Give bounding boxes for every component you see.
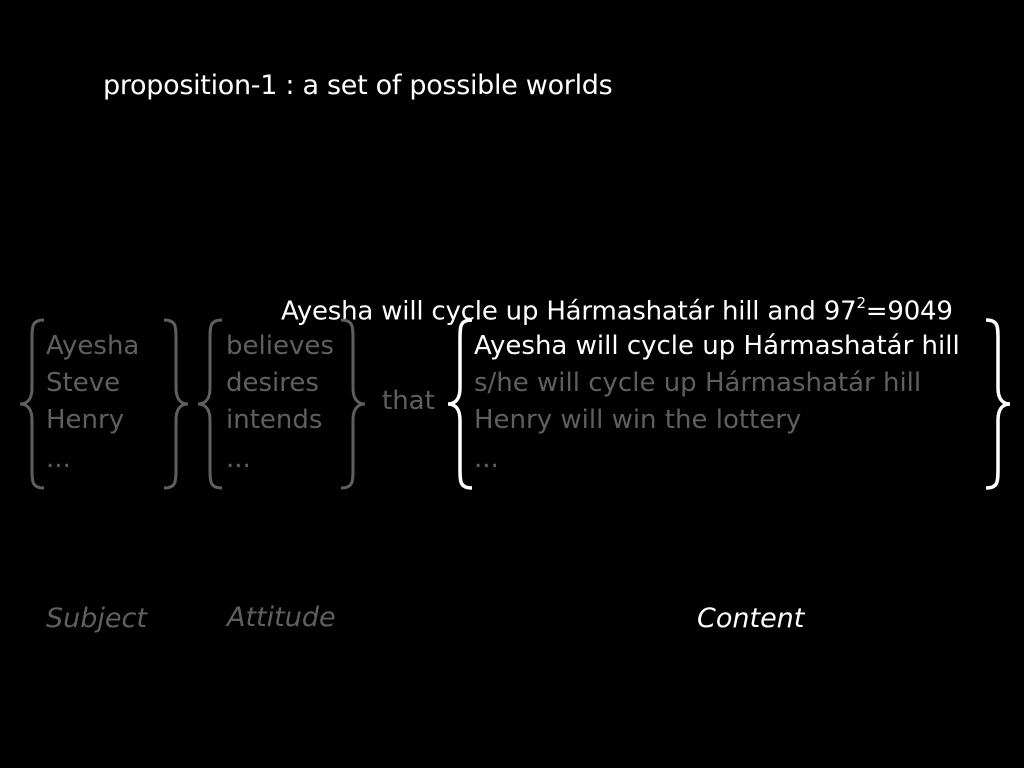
- subject-item: ...: [46, 444, 71, 474]
- attitude-item: desires: [226, 368, 319, 398]
- connector-that: that: [382, 386, 435, 416]
- content-item: Henry will win the lottery: [474, 405, 802, 435]
- label-subject: Subject: [46, 603, 147, 634]
- attitude-right-brace: [340, 318, 366, 490]
- content-item: ...: [474, 444, 499, 474]
- attitude-item: intends: [226, 405, 323, 435]
- exponent: 2: [856, 294, 866, 312]
- content-right-brace: [985, 318, 1011, 490]
- subject-list: Ayesha Steve Henry ...: [46, 328, 139, 479]
- content-item: s/he will cycle up Hármashatár hill: [474, 368, 922, 398]
- label-attitude: Attitude: [227, 602, 336, 633]
- content-list: Ayesha will cycle up Hármashatár hill s/…: [474, 328, 960, 479]
- highlighted-proposition: Ayesha will cycle up Hármashatár hill an…: [281, 294, 953, 327]
- subject-left-brace: [19, 318, 45, 490]
- proposition-result: =9049: [865, 296, 953, 327]
- subject-right-brace: [163, 318, 189, 490]
- subject-item: Ayesha: [46, 331, 140, 361]
- attitude-list: believes desires intends ...: [226, 328, 334, 479]
- content-left-brace: [447, 318, 473, 490]
- slide-title: proposition-1 : a set of possible worlds: [103, 70, 613, 101]
- subject-item: Henry: [46, 405, 125, 435]
- attitude-item: believes: [226, 331, 334, 361]
- content-item-selected: Ayesha will cycle up Hármashatár hill: [474, 331, 960, 361]
- attitude-left-brace: [197, 318, 223, 490]
- proposition-text: Ayesha will cycle up Hármashatár hill an…: [281, 296, 857, 327]
- subject-item: Steve: [46, 368, 121, 398]
- attitude-item: ...: [226, 444, 251, 474]
- label-content: Content: [697, 603, 805, 634]
